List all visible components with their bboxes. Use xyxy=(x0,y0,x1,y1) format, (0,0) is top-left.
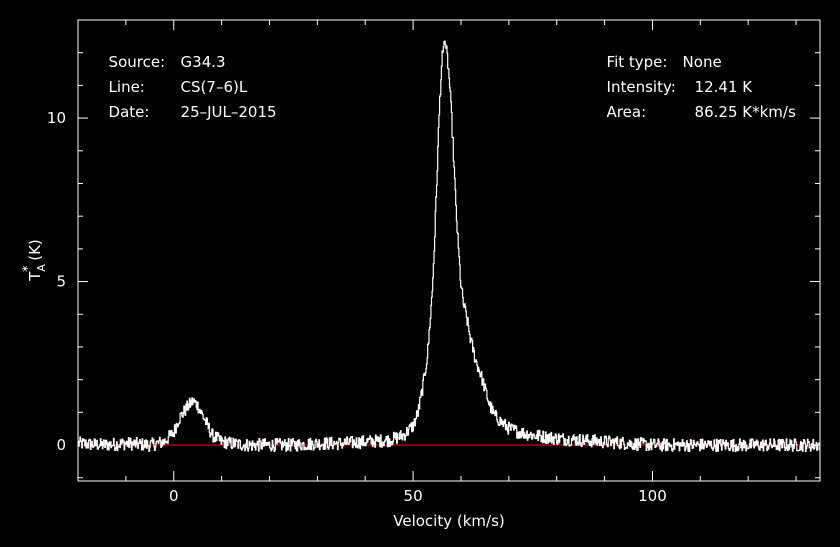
x-tick-label: 0 xyxy=(169,487,179,505)
area-row: Area: 86.25 K*km/s xyxy=(597,85,796,121)
date-label: Date: xyxy=(108,103,150,121)
y-label-main: T xyxy=(26,271,44,282)
x-tick-label: 50 xyxy=(404,487,423,505)
area-label: Area: xyxy=(606,103,647,121)
line-value: CS(7–6)L xyxy=(180,78,248,96)
spectrum-series-line xyxy=(77,40,821,453)
date-row: Date: 25–JUL–2015 xyxy=(99,85,277,121)
tick-labels: 0 50 100 0 5 10 xyxy=(47,109,667,505)
y-label-sub: A xyxy=(35,264,48,272)
y-label-sup: * xyxy=(21,265,36,272)
y-tick-label: 10 xyxy=(47,109,66,127)
y-tick-label: 0 xyxy=(56,436,66,454)
date-value: 25–JUL–2015 xyxy=(180,103,277,121)
svg-text:TA* (K): TA* (K) xyxy=(21,239,48,282)
intensity-label: Intensity: xyxy=(606,78,676,96)
y-tick-label: 5 xyxy=(56,273,66,291)
source-label: Source: xyxy=(108,53,166,71)
y-axis-label: TA* (K) xyxy=(21,239,48,282)
intensity-value: 12.41 K xyxy=(694,78,753,96)
axis-ticks xyxy=(78,19,820,481)
line-row: Line: CS(7–6)L xyxy=(99,60,248,96)
fit-label: Fit type: xyxy=(606,53,668,71)
area-value: 86.25 K*km/s xyxy=(694,103,796,121)
x-axis-label: Velocity (km/s) xyxy=(393,512,504,530)
fit-row: Fit type: None xyxy=(597,35,722,71)
fit-value: None xyxy=(682,53,722,71)
intensity-row: Intensity: 12.41 K xyxy=(597,60,753,96)
source-row: Source: G34.3 xyxy=(99,35,226,71)
x-tick-label: 100 xyxy=(638,487,667,505)
plot-frame xyxy=(77,19,821,482)
y-label-unit: (K) xyxy=(26,239,44,265)
source-value: G34.3 xyxy=(180,53,226,71)
line-label: Line: xyxy=(108,78,145,96)
